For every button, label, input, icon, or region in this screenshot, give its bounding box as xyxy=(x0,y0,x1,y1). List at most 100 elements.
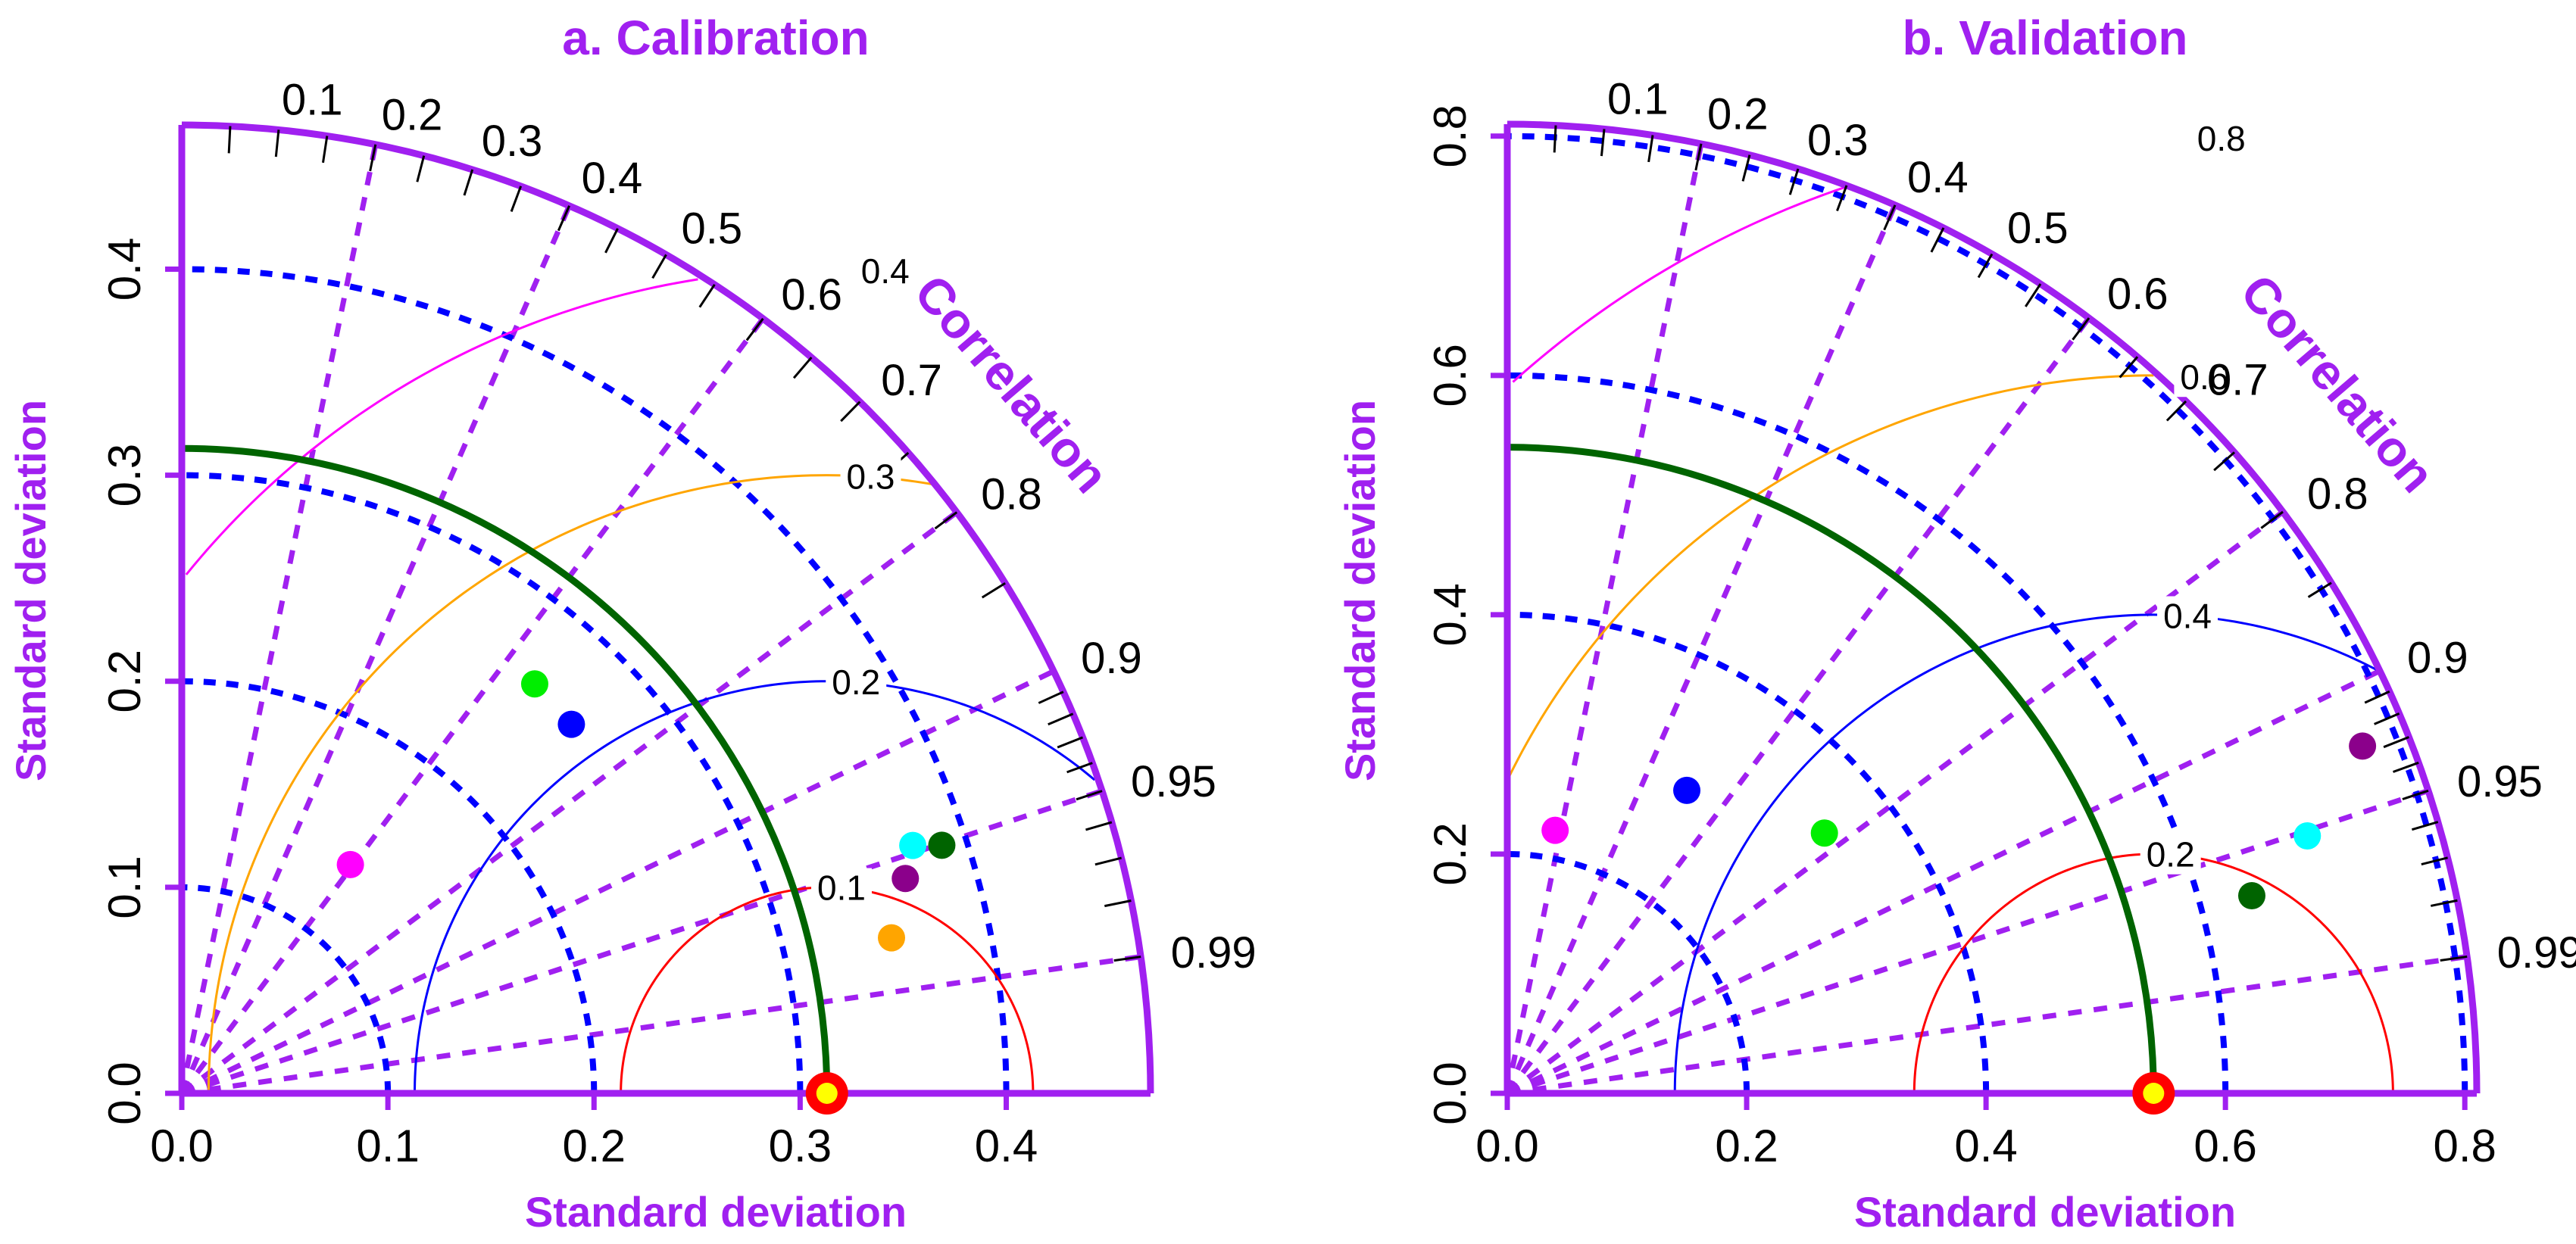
correlation-tick-label: 0.2 xyxy=(382,91,443,140)
rmsd-contour xyxy=(414,680,1096,1094)
x-axis-tick-label: 0.0 xyxy=(1475,1121,1538,1171)
correlation-tick-label: 0.95 xyxy=(1131,757,1216,806)
correlation-minor-tick xyxy=(840,401,861,422)
correlation-minor-tick xyxy=(1788,168,1800,195)
correlation-ray xyxy=(180,316,766,1096)
model-point xyxy=(336,850,364,878)
x-axis-title: Standard deviation xyxy=(1854,1188,2236,1236)
correlation-minor-tick xyxy=(2374,712,2400,725)
panel-validation: b. Validation 0.2 0.4 0.6 0.8 0.1 0.2 0.3 0.4 0.… xyxy=(1336,11,2576,1236)
x-axis-tick-label: 0.0 xyxy=(150,1121,213,1171)
model-point xyxy=(928,831,956,859)
correlation-minor-tick xyxy=(1741,154,1751,182)
correlation-minor-tick xyxy=(2421,856,2448,865)
correlation-minor-tick xyxy=(1066,762,1093,774)
correlation-tick-label: 0.1 xyxy=(1607,75,1669,124)
grid-layer xyxy=(179,144,1141,1096)
correlation-minor-tick xyxy=(1930,227,1945,253)
correlation-tick-label: 0.9 xyxy=(2407,634,2468,683)
correlation-minor-tick xyxy=(1694,143,1703,171)
correlation-minor-tick xyxy=(369,144,377,172)
reference-sd-arc xyxy=(181,444,831,1094)
model-point xyxy=(899,831,927,859)
rmsd-contour-label: 0.4 xyxy=(861,251,910,291)
correlation-minor-tick xyxy=(1085,821,1113,831)
correlation-minor-tick xyxy=(2072,317,2090,341)
correlation-minor-tick xyxy=(2364,690,2390,704)
correlation-tick-label: 0.99 xyxy=(1171,928,1257,977)
correlation-minor-tick xyxy=(2119,356,2139,379)
correlation-ray xyxy=(180,510,959,1096)
model-point xyxy=(2349,732,2377,760)
model-point xyxy=(1810,819,1838,847)
correlation-tick-label: 0.9 xyxy=(1081,634,1142,683)
sd-grid-arc xyxy=(1507,372,2229,1094)
correlation-minor-tick xyxy=(2392,761,2419,773)
contour-label-background xyxy=(2157,596,2218,636)
correlation-minor-tick xyxy=(557,205,570,232)
correlation-tick-label: 0.3 xyxy=(482,117,543,166)
correlation-ray xyxy=(179,144,379,1094)
sd-grid-arc xyxy=(1507,611,1990,1094)
correlation-minor-tick xyxy=(2430,899,2458,907)
correlation-tick-label: 0.8 xyxy=(2307,469,2368,519)
y-axis-tick-label: 0.4 xyxy=(99,238,150,301)
x-axis-tick-label: 0.2 xyxy=(1715,1121,1778,1171)
contour-label-background xyxy=(826,663,887,703)
points-layer xyxy=(336,670,956,1115)
correlation-minor-tick xyxy=(510,186,523,212)
sd-grid-arc xyxy=(181,266,1010,1094)
x-axis-tick-label: 0.8 xyxy=(2433,1121,2496,1171)
x-axis-tick-label: 0.2 xyxy=(563,1121,626,1171)
correlation-tick-label: 0.8 xyxy=(981,470,1042,519)
model-point xyxy=(2237,881,2265,909)
correlation-minor-tick xyxy=(1048,712,1074,726)
correlation-minor-tick xyxy=(651,254,667,279)
correlation-tick-label: 0.6 xyxy=(781,270,842,320)
correlation-tick-label: 0.99 xyxy=(2497,928,2576,977)
x-axis-tick-label: 0.6 xyxy=(2194,1121,2256,1171)
correlation-minor-tick xyxy=(1977,253,1994,279)
correlation-minor-tick xyxy=(1104,899,1132,908)
correlation-minor-tick xyxy=(604,228,619,254)
frame-layer xyxy=(1491,120,2481,1110)
correlation-minor-tick xyxy=(792,357,813,379)
rmsd-contour-layer xyxy=(181,278,1096,1094)
labels-layer: 0.1 0.2 0.3 0.4 0.1 0.2 0.3 0.4 0.5 0.6 0.7 0.8 0.9 0… xyxy=(99,76,1257,1171)
x-axis-tick-label: 0.3 xyxy=(769,1121,832,1171)
model-point xyxy=(520,670,548,698)
y-axis-tick-label: 0.0 xyxy=(1425,1062,1475,1124)
y-axis-tick-label: 0.2 xyxy=(1425,822,1475,885)
model-point xyxy=(557,710,585,738)
correlation-minor-tick xyxy=(321,136,329,164)
correlation-minor-tick xyxy=(745,317,764,341)
correlation-minor-tick xyxy=(698,283,716,308)
y-axis-tick-label: 0.8 xyxy=(1425,104,1475,167)
correlation-minor-tick xyxy=(1094,856,1122,866)
correlation-minor-tick xyxy=(1057,736,1084,749)
correlation-minor-tick xyxy=(2411,821,2439,831)
panel-calibration: a. Calibration 0.10.20.30.40.1 0.20.30.40… xyxy=(7,11,1257,1236)
correlation-minor-tick xyxy=(2307,581,2332,598)
correlation-ray xyxy=(1504,143,1704,1094)
x-axis-title: Standard deviation xyxy=(525,1188,907,1236)
correlation-minor-tick xyxy=(1113,956,1141,962)
panel-title: b. Validation xyxy=(1903,11,2188,65)
correlation-ray xyxy=(1505,510,2285,1096)
correlation-ray xyxy=(1507,953,2468,1096)
correlation-minor-tick xyxy=(2260,510,2284,529)
correlation-minor-tick xyxy=(2383,736,2409,749)
correlation-ray xyxy=(181,954,1141,1096)
correlation-minor-tick xyxy=(2025,283,2042,307)
correlation-ray xyxy=(1506,787,2430,1096)
correlation-minor-tick xyxy=(1836,185,1848,212)
correlation-ray xyxy=(1506,668,2381,1096)
rmsd-contour-layer xyxy=(1507,186,2394,1094)
y-axis-title: Standard deviation xyxy=(7,400,55,781)
reference-point-inner xyxy=(2143,1083,2165,1104)
correlation-ray xyxy=(179,204,572,1095)
y-axis-tick-label: 0.4 xyxy=(1425,583,1475,646)
contour-label-background xyxy=(2174,357,2235,398)
correlation-tick-label: 0.5 xyxy=(682,204,743,254)
sd-grid-arc xyxy=(181,472,804,1094)
